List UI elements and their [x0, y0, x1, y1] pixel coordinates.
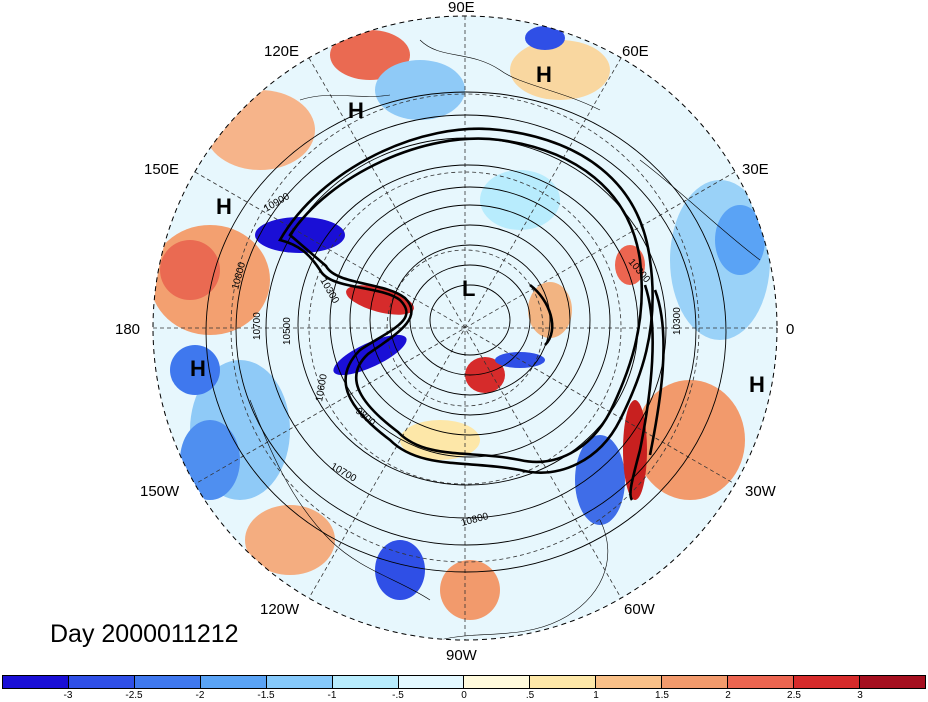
colorbar-box — [464, 676, 531, 688]
lon-label-30w: 30W — [745, 483, 777, 500]
polar-map: 90E 60E 30E 0 30W 60W 90W 120W 150W 180 … — [115, 0, 794, 664]
colorbar-tick-label: .5 — [525, 690, 535, 701]
colorbar-tick-label: -3 — [63, 690, 73, 701]
colorbar-tick-label: -2.5 — [125, 690, 143, 701]
colorbar-tick-label: -1.5 — [257, 690, 275, 701]
contour-label: 10600 — [314, 373, 330, 403]
colorbar-tick-label: 3 — [857, 690, 863, 701]
longitude-labels: 90E 60E 30E 0 30W 60W 90W 120W 150W 180 … — [115, 0, 794, 664]
lon-label-60w: 60W — [624, 601, 656, 618]
high-marker: H — [536, 62, 552, 87]
lon-label-180: 180 — [115, 321, 140, 338]
contour-label: 10300 — [672, 307, 683, 335]
colorbar-box — [3, 676, 69, 688]
colorbar — [2, 675, 926, 689]
colorbar-tick-label: -1 — [327, 690, 337, 701]
colorbar-tick-label: 2 — [725, 690, 731, 701]
contour-label: 10700 — [252, 312, 263, 340]
pressure-markers: H H H H H H L — [190, 62, 765, 397]
colorbar-box — [398, 676, 465, 688]
colorbar-tick-label: 0 — [461, 690, 467, 701]
graticule — [153, 16, 777, 640]
lon-label-120w: 120W — [260, 601, 300, 618]
high-marker: H — [216, 194, 232, 219]
day-label: Day 2000011212 — [50, 620, 239, 648]
colorbar-tick-label: 2.5 — [787, 690, 801, 701]
colorbar-box — [266, 676, 333, 688]
colorbar-tick-label: -2 — [195, 690, 205, 701]
lon-label-90w: 90W — [446, 647, 478, 664]
lon-label-150e: 150E — [144, 161, 179, 178]
map-boundary — [152, 15, 778, 641]
colorbar-tick-label: 1.5 — [655, 690, 669, 701]
high-marker: H — [190, 356, 206, 381]
coastlines — [249, 39, 761, 640]
lon-label-90e: 90E — [448, 0, 475, 16]
colorbar-tick-label: -.5 — [392, 690, 404, 701]
colorbar-box — [134, 676, 201, 688]
contour-label: 10500 — [282, 317, 293, 345]
lon-label-60e: 60E — [622, 43, 649, 60]
high-marker: H — [749, 372, 765, 397]
colorbar-box — [530, 676, 597, 688]
colorbar-box — [200, 676, 267, 688]
colorbar-box — [662, 676, 729, 688]
ocean-anomaly-background — [153, 16, 777, 640]
colorbar-box — [68, 676, 135, 688]
lon-label-0: 0 — [786, 321, 794, 338]
map-disk — [153, 16, 777, 640]
colorbar-box — [859, 676, 925, 688]
lon-label-150w: 150W — [140, 483, 180, 500]
lon-label-120e: 120E — [264, 43, 299, 60]
colorbar-tick-label: 1 — [593, 690, 599, 701]
colorbar-tick-labels: -3 -2.5 -2 -1.5 -1 -.5 0 .5 1 1.5 2 2.5 3 — [2, 690, 926, 702]
colorbar-box — [332, 676, 399, 688]
high-marker: H — [348, 98, 364, 123]
colorbar-box — [794, 676, 860, 688]
colorbar-box — [728, 676, 795, 688]
jet-stream-contours — [278, 127, 665, 501]
lon-label-30e: 30E — [742, 161, 769, 178]
low-marker: L — [462, 276, 475, 301]
colorbar-box — [596, 676, 663, 688]
